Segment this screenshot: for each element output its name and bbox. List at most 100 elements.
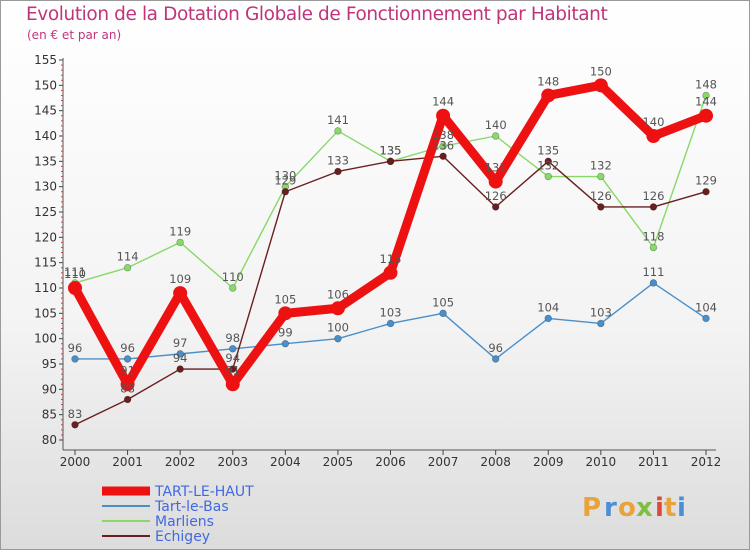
data-label: 131 [485,161,507,175]
data-label: 96 [68,341,83,355]
data-point [544,157,552,166]
data-point [386,157,395,166]
data-label: 141 [327,113,349,127]
data-label: 129 [274,174,296,188]
data-label: 105 [274,292,296,306]
data-point [597,203,605,211]
x-tick-label: 2005 [323,455,354,469]
data-point [649,279,658,287]
logo-letter: t [664,493,676,523]
data-point [702,188,710,196]
data-label: 104 [695,300,717,314]
data-label: 113 [380,252,402,266]
data-label: 111 [642,265,664,279]
data-label: 135 [380,143,402,157]
y-tick-label: 145 [34,104,57,118]
data-label: 119 [169,224,191,238]
y-tick-label: 120 [34,230,57,244]
data-label: 114 [117,250,139,264]
data-label: 105 [432,295,454,309]
x-tick-label: 2004 [270,455,301,469]
x-tick-label: 2008 [480,455,511,469]
data-point [176,365,184,373]
data-label: 138 [432,128,454,142]
data-label: 144 [432,95,454,109]
data-label: 148 [695,77,717,91]
x-tick-label: 2010 [586,455,617,469]
x-tick-label: 2000 [60,455,91,469]
data-point [649,203,658,211]
logo-letter: P [582,493,601,523]
data-point [120,377,135,392]
logo-letter: i [677,493,686,523]
legend-label: Marliens [155,514,214,530]
data-point [176,350,184,358]
axes: 80 85 90 95 100 105 110 115 120 125 130 135 140 145 15… [34,53,721,469]
data-label: 118 [642,229,664,243]
data-point [439,142,447,150]
data-point [334,167,342,176]
data-point [176,238,184,247]
y-tick-label: 80 [42,433,57,447]
y-tick-label: 155 [34,53,57,67]
data-point [229,365,237,373]
data-label: 94 [225,351,240,365]
data-label: 144 [695,95,717,109]
data-point [330,301,345,316]
data-point [436,108,451,123]
data-point [646,129,661,143]
data-label: 97 [173,336,188,350]
data-point [491,132,500,140]
data-label: 94 [173,351,188,365]
data-label: 98 [225,331,240,345]
y-tick-label: 105 [34,306,57,320]
data-label: 109 [169,272,191,286]
data-label: 140 [642,115,664,129]
data-point [439,309,447,318]
data-label: 91 [225,363,240,377]
data-label: 110 [64,267,86,281]
data-point [71,421,79,429]
data-label: 100 [327,321,349,335]
data-labels: 96 96 97 98 99 100 103 105 96 104 103 111 104 111 114 1… [64,64,717,420]
data-label: 126 [590,189,612,203]
x-tick-label: 2002 [165,455,196,469]
data-point [68,281,82,295]
data-label: 103 [380,305,402,319]
series-lines [68,78,713,429]
logo-letter: r [604,493,617,523]
x-tick-label: 2006 [375,455,406,469]
data-point [597,319,605,328]
data-label: 103 [590,305,612,319]
data-point [439,152,447,160]
data-point [334,127,342,135]
y-tick-label: 115 [34,256,57,270]
data-point [386,319,395,328]
logo-letter: i [655,493,664,523]
chart-title: Evolution de la Dotation Globale de Fonc… [26,4,608,25]
data-point [123,395,132,404]
data-point [123,355,132,363]
data-label: 135 [380,143,402,157]
data-point [225,377,240,392]
y-tick-label: 85 [42,408,57,422]
data-point [281,188,290,196]
data-label: 150 [590,64,612,78]
data-point [649,243,658,252]
x-tick-label: 2012 [691,455,722,469]
data-label: 136 [432,138,454,152]
data-label: 111 [64,265,86,279]
data-label: 96 [120,341,135,355]
x-tick-label: 2003 [217,455,248,469]
y-tick-label: 110 [34,281,57,295]
data-label: 148 [537,74,559,88]
data-label: 104 [537,300,559,314]
y-tick-label: 140 [34,129,57,143]
data-point [488,174,503,189]
x-tick-label: 2007 [428,455,459,469]
data-point [71,355,79,363]
logo-letter: x [636,493,653,523]
data-label: 99 [278,326,293,340]
